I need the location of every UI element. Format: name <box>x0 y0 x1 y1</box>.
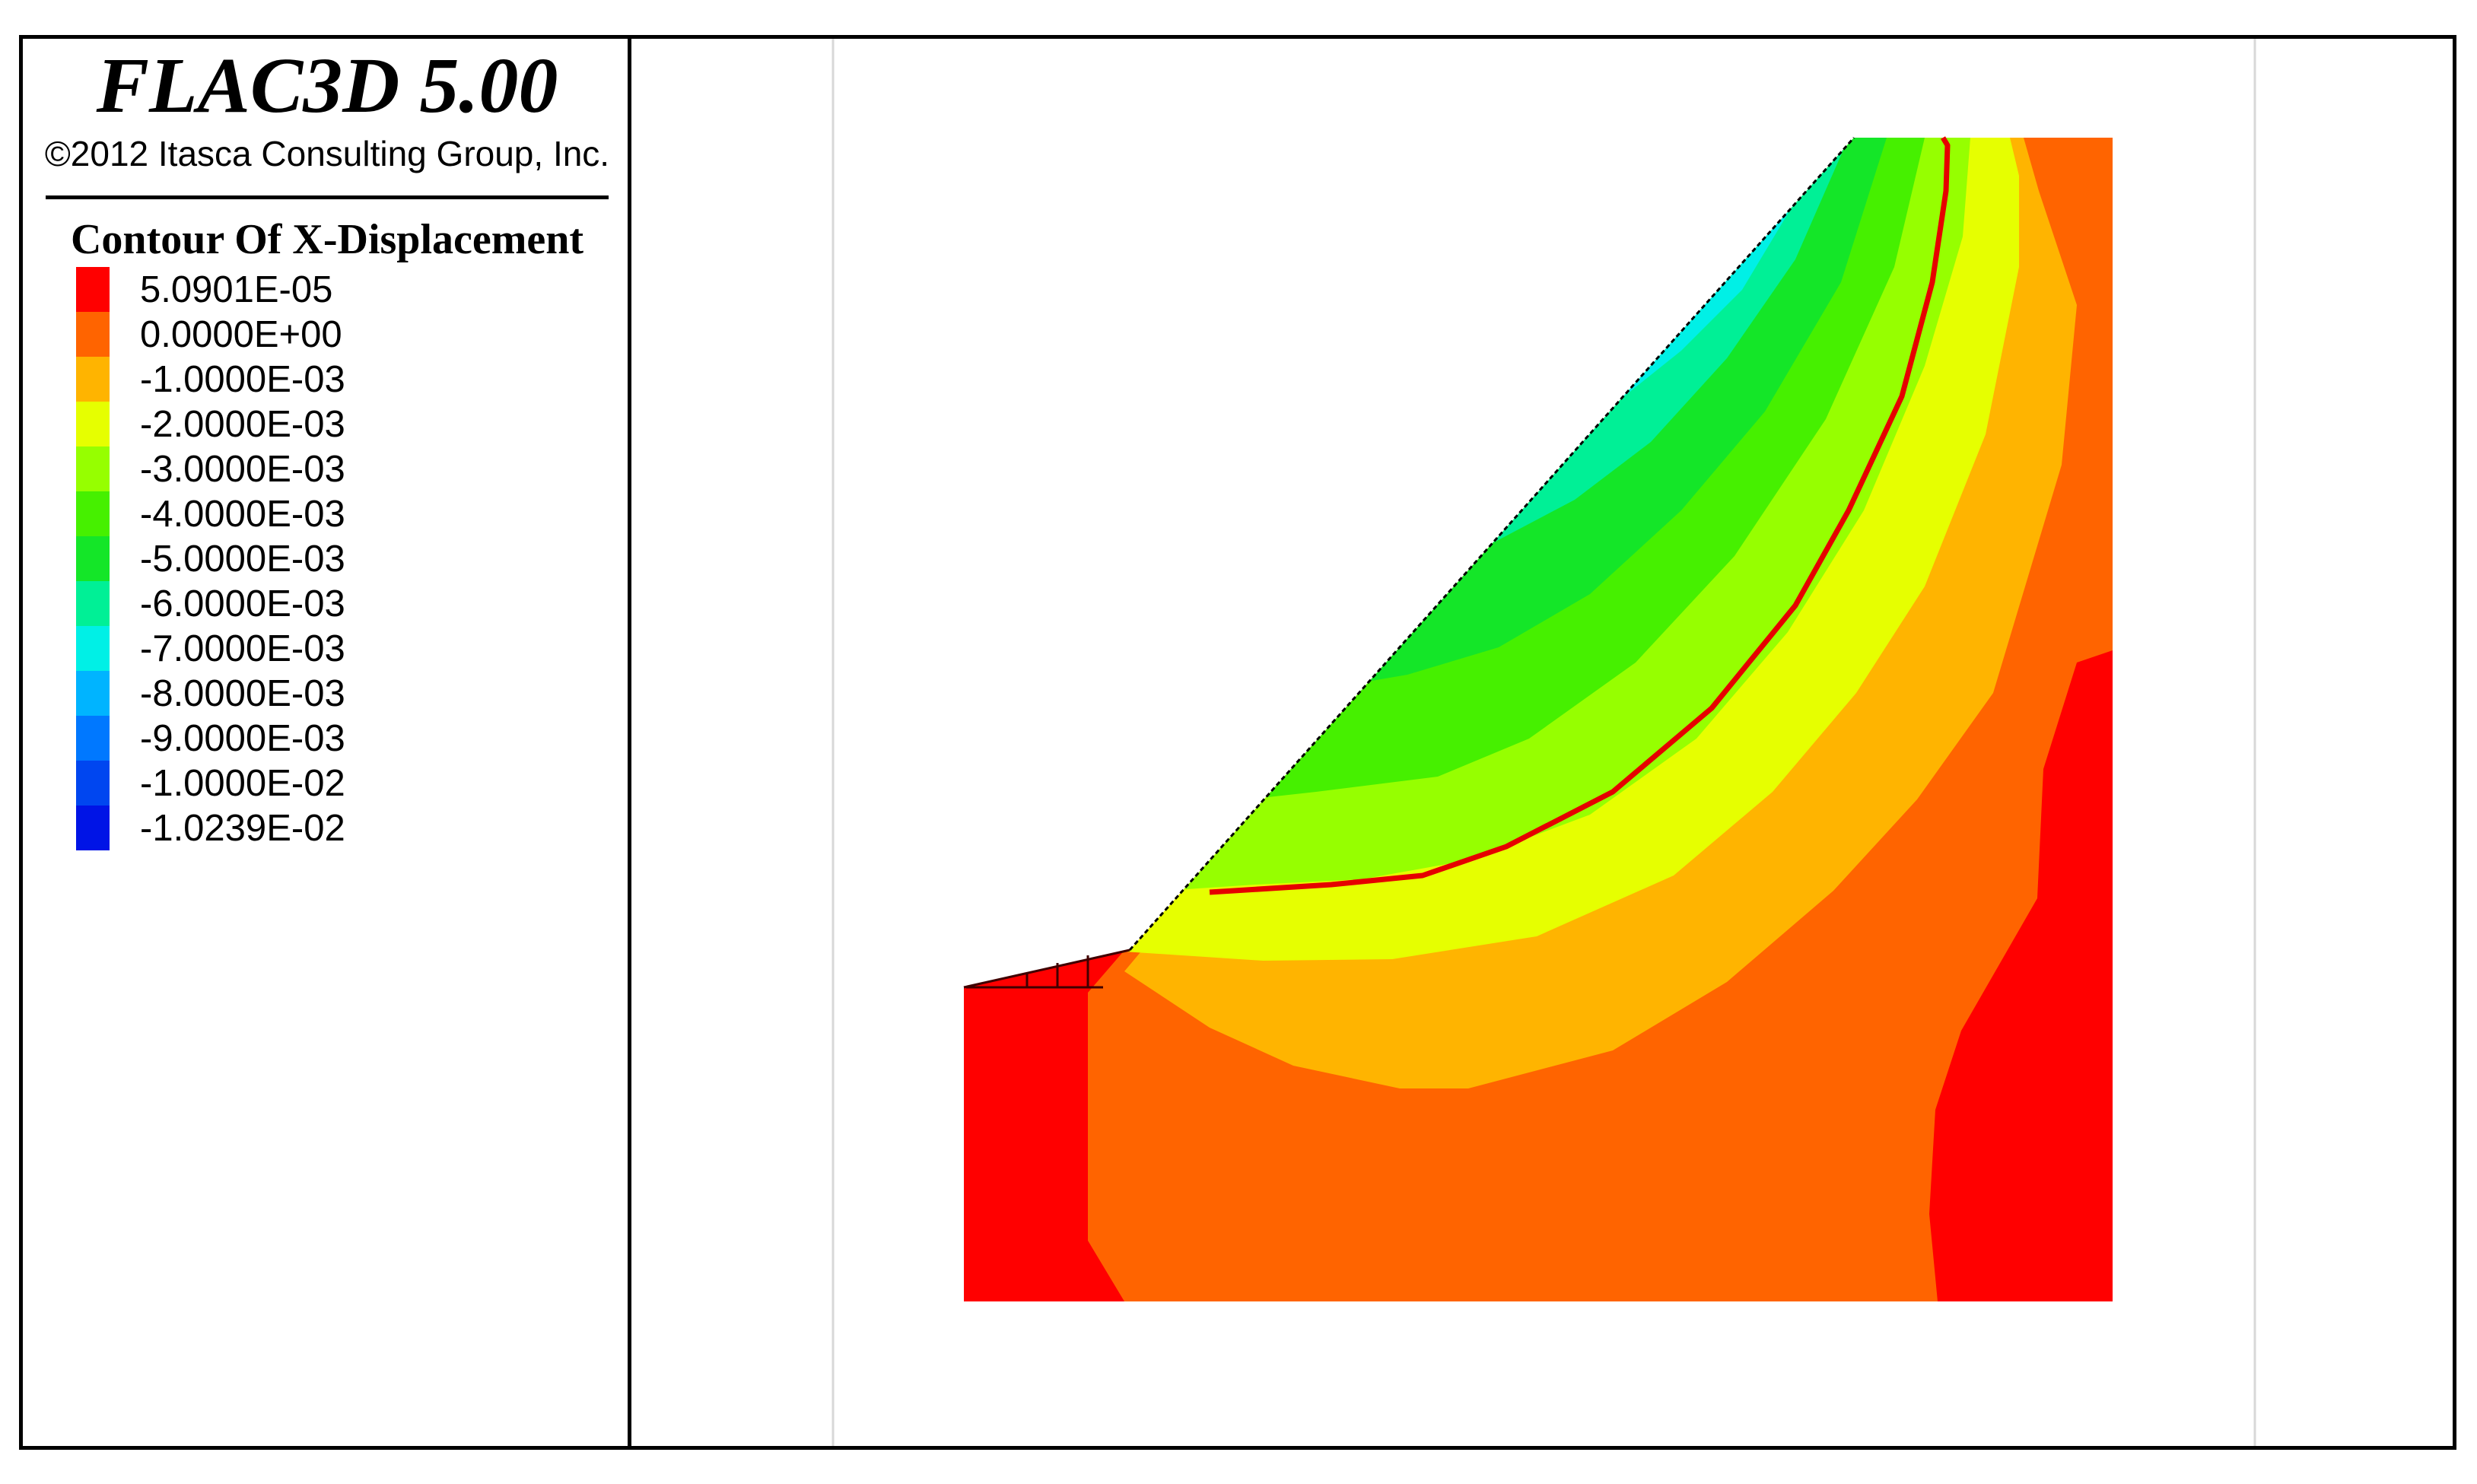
legend-entry: -3.0000E-03 <box>76 446 345 491</box>
contour-overlays <box>963 136 1951 989</box>
contour-legend: 5.0901E-05 0.0000E+00 -1.0000E-03 -2.0000E-… <box>76 267 345 850</box>
legend-title: Contour Of X-Displacement <box>70 216 584 263</box>
slip-surface-line <box>1209 136 1951 895</box>
legend-label: 0.0000E+00 <box>140 313 342 355</box>
copyright-text: ©2012 Itasca Consulting Group, Inc. <box>44 134 610 173</box>
legend-swatch <box>76 761 110 806</box>
legend-swatch <box>76 581 110 626</box>
slope-contour-plot <box>831 39 2256 1446</box>
legend-swatch <box>76 446 110 491</box>
legend-label: -6.0000E-03 <box>140 583 345 624</box>
legend-entry: -1.0000E-02 <box>76 761 345 806</box>
legend-entry: -1.0000E-03 <box>76 357 345 402</box>
legend-entry: -8.0000E-03 <box>76 671 345 716</box>
legend-swatch <box>76 357 110 402</box>
legend-label: -8.0000E-03 <box>140 672 345 714</box>
legend-label: -1.0239E-02 <box>140 807 345 849</box>
legend-swatch <box>76 536 110 581</box>
legend-divider <box>46 195 609 199</box>
legend-swatch <box>76 671 110 716</box>
legend-swatch <box>76 716 110 761</box>
legend-label: 5.0901E-05 <box>140 269 333 310</box>
legend-label: -2.0000E-03 <box>140 403 345 445</box>
legend-swatch <box>76 626 110 671</box>
legend-entry: -5.0000E-03 <box>76 536 345 581</box>
contour-bands <box>964 138 2113 1301</box>
legend-swatch <box>76 806 110 850</box>
legend-entry: 0.0000E+00 <box>76 312 345 357</box>
legend-label: -3.0000E-03 <box>140 448 345 490</box>
app-title: FLAC3D 5.00 <box>96 42 558 129</box>
legend-label: -5.0000E-03 <box>140 538 345 580</box>
toe-mesh-lines <box>963 949 1130 989</box>
legend-label: -1.0000E-02 <box>140 762 345 804</box>
legend-label: -4.0000E-03 <box>140 493 345 535</box>
legend-label: -9.0000E-03 <box>140 717 345 759</box>
legend-entry: 5.0901E-05 <box>76 267 345 312</box>
legend-swatch <box>76 312 110 357</box>
plot-window: FLAC3D 5.00 ©2012 Itasca Consulting Grou… <box>19 35 2456 1450</box>
legend-entry: -2.0000E-03 <box>76 402 345 446</box>
legend-entry: -6.0000E-03 <box>76 581 345 626</box>
legend-label: -1.0000E-03 <box>140 358 345 400</box>
legend-swatch <box>76 491 110 536</box>
legend-entry: -9.0000E-03 <box>76 716 345 761</box>
legend-swatch <box>76 402 110 446</box>
plot-area <box>631 39 2453 1446</box>
legend-entry: -4.0000E-03 <box>76 491 345 536</box>
slope-face-edge <box>1128 137 1855 951</box>
legend-entry: -1.0239E-02 <box>76 806 345 850</box>
legend-swatch <box>76 267 110 312</box>
legend-entry: -7.0000E-03 <box>76 626 345 671</box>
legend-label: -7.0000E-03 <box>140 628 345 669</box>
legend-panel: FLAC3D 5.00 ©2012 Itasca Consulting Grou… <box>23 39 631 1446</box>
